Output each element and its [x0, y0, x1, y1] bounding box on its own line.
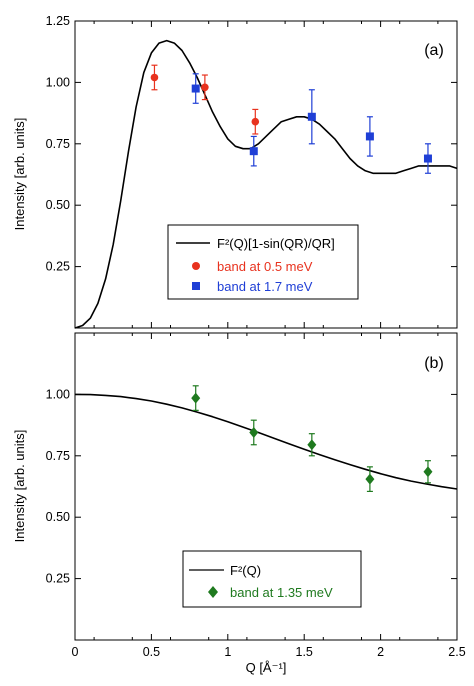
data-point [423, 466, 433, 478]
legend-label-curve-b: F²(Q) [230, 563, 261, 578]
x-tick-label: 2.5 [448, 645, 465, 659]
data-point [249, 147, 258, 156]
y-axis-label-a: Intensity [arb. units] [12, 118, 27, 231]
x-axis-label: Q [Å⁻¹] [246, 660, 287, 675]
x-tick-label: 2 [377, 645, 384, 659]
data-point [201, 83, 209, 92]
plot-frame-b [74, 332, 458, 641]
model-curve [74, 393, 458, 490]
curve-group-b [74, 393, 458, 490]
curve-group-a [74, 39, 458, 329]
legend-b: F²(Q) band at 1.35 meV [182, 550, 362, 608]
axis-ticks-b: 0.25 0.50 0.75 1.00 0 0.5 1 1.5 2 2.5 [46, 332, 466, 659]
legend-label-series-green: band at 1.35 meV [230, 585, 333, 600]
legend-marker-blue [192, 282, 200, 290]
y-tick-label: 0.75 [46, 137, 70, 151]
y-tick-label: 1.00 [46, 387, 70, 401]
x-tick-label: 0 [72, 645, 79, 659]
y-tick-label: 0.25 [46, 260, 70, 274]
y-tick-label: 0.25 [46, 572, 70, 586]
panel-label-a: (a) [424, 42, 444, 59]
data-point [423, 154, 432, 163]
panel-label-b: (b) [424, 355, 444, 372]
points-group-b [191, 385, 433, 493]
y-tick-label: 0.50 [46, 198, 70, 212]
y-tick-label: 1.25 [46, 14, 70, 28]
data-point [191, 392, 201, 404]
y-tick-label: 0.75 [46, 449, 70, 463]
points-group-a [150, 64, 432, 174]
x-tick-label: 0.5 [143, 645, 160, 659]
legend-a: F²(Q)[1-sin(QR)/QR] band at 0.5 meV band… [167, 224, 359, 300]
data-point [365, 473, 375, 485]
plot-frame-a [74, 20, 458, 329]
legend-label-series-red: band at 0.5 meV [217, 259, 313, 274]
data-point [365, 132, 374, 141]
panel-b: 0.25 0.50 0.75 1.00 0 0.5 1 1.5 2 2.5 (b) Intensi… [12, 332, 466, 675]
data-point [307, 439, 317, 451]
panel-a: 0.25 0.50 0.75 1.00 1.25 (a) Intensity [arb.… [12, 14, 458, 329]
x-tick-label: 1.5 [296, 645, 313, 659]
data-point [307, 112, 316, 121]
data-point [249, 426, 259, 438]
y-tick-label: 1.00 [46, 75, 70, 89]
y-tick-label: 0.50 [46, 510, 70, 524]
data-point [150, 73, 159, 82]
y-axis-label-b: Intensity [arb. units] [12, 430, 27, 543]
data-point [251, 117, 260, 126]
legend-label-curve-a: F²(Q)[1-sin(QR)/QR] [217, 236, 335, 251]
model-curve [74, 39, 458, 329]
legend-label-series-blue: band at 1.7 meV [217, 279, 313, 294]
legend-marker-red [192, 262, 200, 270]
x-tick-label: 1 [224, 645, 231, 659]
data-point [191, 84, 200, 93]
axis-ticks-a: 0.25 0.50 0.75 1.00 1.25 [46, 14, 458, 328]
legend-marker-green [208, 586, 218, 598]
legend-box-b [182, 550, 362, 608]
